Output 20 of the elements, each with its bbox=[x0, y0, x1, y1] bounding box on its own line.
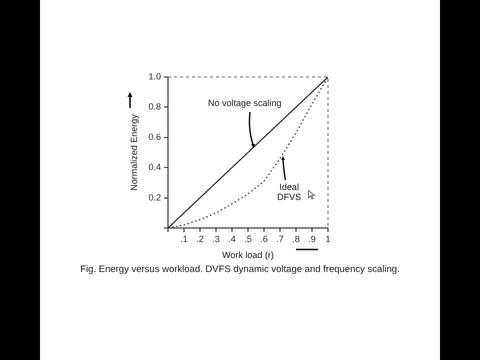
y-tick-label: 0.8 bbox=[148, 102, 161, 112]
x-tick-label: 1 bbox=[325, 234, 331, 244]
x-axis-title: Work load (r) bbox=[222, 250, 274, 260]
x-tick-label: .9 bbox=[308, 234, 316, 244]
x-tick-label: .2 bbox=[196, 234, 204, 244]
y-tick-label: 0.4 bbox=[148, 162, 161, 172]
annotation: No voltage scaling bbox=[207, 98, 283, 108]
x-tick-label: .6 bbox=[260, 234, 268, 244]
y-tick-label: 0.6 bbox=[148, 132, 161, 142]
y-tick-label: 0.2 bbox=[148, 192, 161, 202]
x-tick-label: .8 bbox=[292, 234, 300, 244]
y-tick-label: 1.0 bbox=[148, 71, 161, 82]
x-tick-label: .3 bbox=[212, 234, 220, 244]
x-tick-label: .1 bbox=[180, 234, 188, 244]
annotation: Ideal DFVS bbox=[276, 182, 302, 202]
x-tick-label: .5 bbox=[244, 234, 252, 244]
x-tick-label: .4 bbox=[228, 234, 236, 244]
x-tick-label: .7 bbox=[276, 234, 284, 244]
y-axis-title: Normalized Energy bbox=[128, 114, 139, 191]
text: Fig. Energy versus workload. DVFS dynamic voltage and frequency scaling. bbox=[79, 264, 401, 275]
